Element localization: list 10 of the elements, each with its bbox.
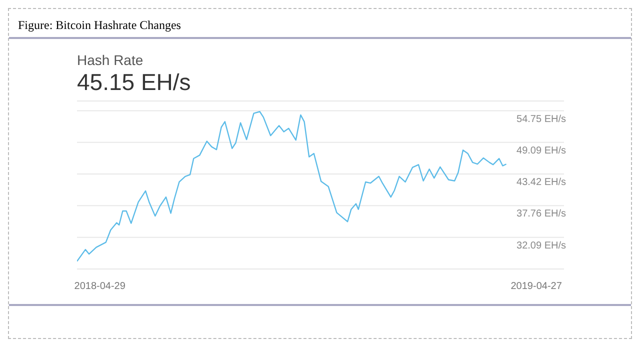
x-tick-label: 2019-04-27 <box>510 281 562 292</box>
text: Figure: Bitcoin Hashrate Changes <box>18 18 181 32</box>
chart-subtitle: 45.15 EH/s <box>77 69 191 96</box>
y-tick-label: 43.42 EH/s <box>516 177 566 188</box>
x-tick-label: 2018-04-29 <box>74 281 126 292</box>
y-tick-label: 49.09 EH/s <box>516 145 566 156</box>
chart-title: Hash Rate <box>77 52 144 68</box>
y-tick-label: 54.75 EH/s <box>516 114 566 125</box>
y-tick-label: 37.76 EH/s <box>516 208 566 220</box>
y-tick-label: 32.09 EH/s <box>516 240 566 252</box>
